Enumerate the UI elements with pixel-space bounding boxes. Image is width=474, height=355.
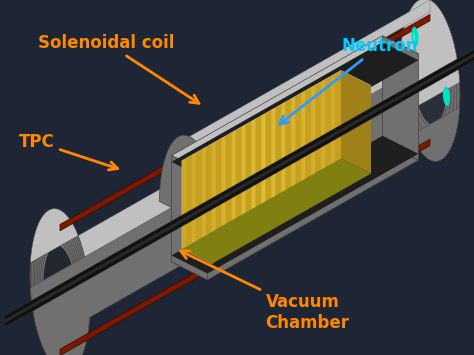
Polygon shape <box>232 130 236 220</box>
Text: Vacuum
Chamber: Vacuum Chamber <box>181 251 349 332</box>
Polygon shape <box>222 136 226 226</box>
Polygon shape <box>30 78 460 355</box>
Polygon shape <box>172 42 419 180</box>
Polygon shape <box>4 32 474 327</box>
Polygon shape <box>182 158 371 264</box>
Polygon shape <box>311 85 315 175</box>
Polygon shape <box>182 161 212 264</box>
Polygon shape <box>321 80 325 170</box>
Polygon shape <box>172 36 419 174</box>
Polygon shape <box>411 27 419 46</box>
Polygon shape <box>44 245 76 335</box>
Polygon shape <box>159 135 219 231</box>
Text: TPC: TPC <box>19 133 118 170</box>
Polygon shape <box>443 87 450 106</box>
Polygon shape <box>172 136 419 273</box>
Polygon shape <box>172 155 208 280</box>
Polygon shape <box>272 108 275 198</box>
Polygon shape <box>30 0 460 292</box>
Polygon shape <box>331 74 335 164</box>
Polygon shape <box>282 102 285 192</box>
Polygon shape <box>30 209 90 355</box>
Polygon shape <box>262 113 265 204</box>
Polygon shape <box>182 71 371 176</box>
Polygon shape <box>190 0 430 148</box>
Text: Solenoidal coil: Solenoidal coil <box>38 34 199 103</box>
Polygon shape <box>413 35 447 125</box>
Polygon shape <box>202 147 206 237</box>
Polygon shape <box>172 142 419 280</box>
Polygon shape <box>400 0 460 162</box>
Polygon shape <box>60 139 430 355</box>
Polygon shape <box>192 153 196 243</box>
Polygon shape <box>341 71 371 174</box>
Polygon shape <box>383 36 419 160</box>
Polygon shape <box>301 91 305 181</box>
Polygon shape <box>182 71 341 249</box>
Polygon shape <box>413 33 415 41</box>
Polygon shape <box>212 142 216 232</box>
Polygon shape <box>4 36 474 323</box>
Polygon shape <box>252 119 255 209</box>
Polygon shape <box>292 97 295 187</box>
Polygon shape <box>182 159 186 249</box>
Polygon shape <box>60 15 430 231</box>
Polygon shape <box>242 125 246 215</box>
Text: Neutron: Neutron <box>280 37 418 124</box>
